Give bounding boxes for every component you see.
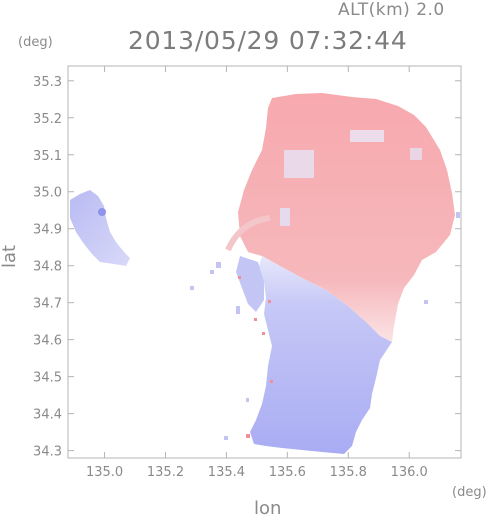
y-tick-label: 35.0: [33, 186, 62, 201]
x-tick-label: 135.8: [330, 465, 367, 480]
x-tick-label: 135.6: [269, 465, 306, 480]
x-tick-label: 136.0: [391, 465, 428, 480]
scattered-echo-specks-blue: [190, 212, 460, 440]
negative-echo-southwest-fringe: [236, 256, 264, 312]
y-tick-label: 35.1: [33, 149, 62, 164]
y-tick-label: 34.7: [33, 297, 62, 312]
x-tick-label: 135.0: [86, 465, 123, 480]
north-echo-hole-3: [350, 130, 384, 142]
y-tick-label: 34.8: [33, 260, 62, 275]
y-tick-label: 35.3: [33, 75, 62, 90]
north-echo-hole-1: [284, 150, 314, 178]
north-echo-arc: [225, 215, 271, 252]
y-tick-label: 34.9: [33, 223, 62, 238]
x-axis-unit: (deg): [452, 485, 487, 500]
x-tick-label: 135.2: [147, 465, 184, 480]
velocity-field: [70, 93, 460, 454]
x-tick-label: 135.4: [208, 465, 245, 480]
plot-frame: [67, 65, 462, 459]
y-tick-label: 34.6: [33, 334, 62, 349]
y-tick-label: 35.2: [33, 112, 62, 127]
x-axis-ticks: 135.0 135.2 135.4 135.6 135.8 136.0: [86, 66, 428, 480]
scan-datetime: 2013/05/29 07:32:44: [128, 26, 408, 55]
x-axis-label: lon: [254, 498, 282, 519]
y-tick-label: 34.5: [33, 371, 62, 386]
north-echo-hole-2: [280, 208, 290, 226]
negative-echo-west: [70, 190, 130, 266]
y-axis-unit: (deg): [18, 35, 53, 50]
y-tick-label: 34.3: [33, 445, 62, 460]
y-axis-ticks: 34.3 34.4 34.5 34.6 34.7 34.8 34.9 35.0 35.1 35.2…: [33, 75, 461, 460]
scattered-echo-specks: [238, 276, 273, 438]
negative-echo-south: [250, 256, 392, 454]
west-echo-core: [98, 208, 106, 216]
altitude-label: ALT(km) 2.0: [338, 0, 445, 20]
y-tick-label: 34.4: [33, 408, 62, 423]
north-echo-hole-4: [410, 148, 422, 160]
